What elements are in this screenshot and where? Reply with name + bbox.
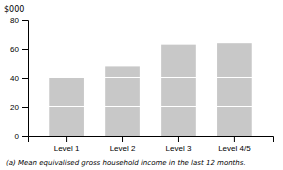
bar-segment: [49, 78, 84, 79]
y-tick-label: 60: [10, 45, 19, 54]
bar-segment: [217, 43, 252, 77]
y-tick: 60: [10, 45, 28, 54]
y-tick-label: 20: [10, 103, 19, 112]
x-tick-mark: [66, 136, 67, 142]
x-tick-mark: [234, 136, 235, 142]
y-tick-mark: [22, 136, 28, 137]
y-tick-mark: [22, 78, 28, 79]
y-tick-label: 80: [10, 16, 19, 25]
bar-segment: [217, 107, 252, 136]
x-tick-label: Level 2: [110, 144, 136, 153]
chart: 0 20 40 60 80 Level 1 Level 2 Level 3 Level 4/5 $…: [0, 0, 283, 170]
y-tick-label: 0: [15, 132, 20, 141]
bar-segment: [105, 107, 140, 136]
footnote: (a) Mean equivalised gross household inc…: [6, 159, 246, 167]
y-tick-mark: [22, 20, 28, 21]
bar-segment: [161, 78, 196, 106]
y-tick-mark: [22, 49, 28, 50]
x-tick-label: Level 3: [166, 144, 192, 153]
x-tick-mark: [122, 136, 123, 142]
x-tick: Level 1: [54, 136, 80, 153]
bar-series: [105, 43, 252, 77]
plot: 0 20 40 60 80 Level 1 Level 2 Level 3 Level 4/5: [10, 16, 273, 153]
bar-segment: [105, 66, 140, 77]
x-tick: Level 4/5: [218, 136, 251, 153]
bar-segment: [161, 45, 196, 77]
bar-segment: [49, 107, 84, 136]
bar-series: [49, 107, 251, 136]
bar-series: [49, 78, 251, 106]
x-tick-label: Level 1: [54, 144, 80, 153]
y-tick: 40: [10, 74, 28, 83]
y-tick: 80: [10, 16, 28, 25]
x-tick-label: Level 4/5: [218, 144, 251, 153]
bar-segment: [105, 78, 140, 106]
y-tick: 20: [10, 103, 28, 112]
x-axis-line: [29, 137, 274, 143]
y-axis: 0 20 40 60 80: [10, 16, 28, 141]
y-axis-line: [22, 21, 29, 137]
bar-segment: [217, 78, 252, 106]
bar-segment: [49, 78, 84, 106]
y-tick-label: 40: [10, 74, 19, 83]
x-axis: Level 1 Level 2 Level 3 Level 4/5: [29, 136, 274, 153]
bars: [49, 43, 251, 136]
x-tick: Level 3: [166, 136, 192, 153]
y-tick: 0: [15, 132, 28, 141]
bar-segment: [161, 107, 196, 136]
y-tick-mark: [22, 107, 28, 108]
x-tick-mark: [178, 136, 179, 142]
y-axis-title: $000: [4, 5, 24, 14]
x-tick: Level 2: [110, 136, 136, 153]
